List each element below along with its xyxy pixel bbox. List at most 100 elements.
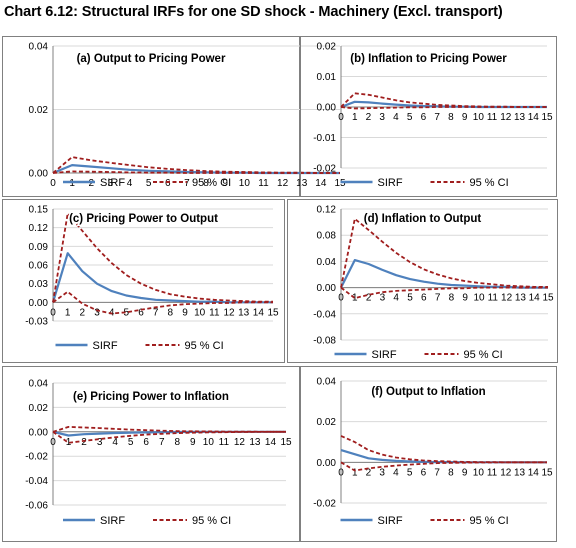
chart-c-x-tick-label: 9 (182, 307, 188, 318)
chart-b-series-ci-upper (340, 92, 547, 108)
chart-d-x-tick-label: 6 (421, 293, 427, 304)
chart-f-x-tick-label: 7 (434, 467, 440, 478)
chart-e-y-tick-label: 0.02 (29, 403, 49, 414)
chart-e-x-tick-label: 11 (219, 437, 230, 448)
chart-d-series-ci-lower (340, 286, 548, 300)
chart-b-x-tick-label: 3 (379, 112, 385, 123)
chart-c-x-tick-label: 10 (194, 307, 206, 318)
chart-c-x-tick-label: 2 (80, 307, 86, 318)
chart-f-title: (f) Output to Inflation (371, 386, 485, 398)
chart-e-x-tick-label: 15 (280, 437, 292, 448)
chart-b-x-tick-label: 9 (462, 112, 468, 123)
chart-c-frame (2, 199, 285, 363)
chart-d-y-tick-label: 0.04 (317, 257, 337, 268)
chart-a-legend-label-ci: 95 % CI (192, 177, 231, 189)
chart-f-x-tick-label: 14 (528, 467, 540, 478)
chart-f-x-tick-label: 1 (352, 467, 358, 478)
chart-b-title: (b) Inflation to Pricing Power (350, 53, 507, 65)
chart-d-series-ci-upper (340, 217, 548, 288)
chart-f-x-tick-label: 13 (514, 467, 526, 478)
chart-d-x-tick-label: 8 (449, 293, 455, 304)
chart-d-y-tick-label: -0.04 (313, 309, 336, 320)
chart-d-y-tick-label: 0.12 (317, 205, 337, 216)
chart-e-x-tick-label: 10 (203, 437, 215, 448)
chart-d-x-tick-label: 4 (393, 293, 399, 304)
chart-b-x-tick-label: 10 (473, 112, 485, 123)
chart-d-title: (d) Inflation to Output (364, 213, 482, 225)
chart-e-y-tick-label: -0.06 (25, 501, 48, 512)
chart-c-x-tick-label: 13 (238, 307, 250, 318)
chart-b-y-tick-label: 0.02 (317, 42, 337, 53)
chart-f-x-tick-label: 9 (462, 467, 468, 478)
chart-e-x-tick-label: 4 (112, 437, 118, 448)
chart-a-series-ci-upper (52, 156, 340, 174)
chart-b-x-tick-label: 13 (514, 112, 526, 123)
chart-c-series-ci-lower (52, 290, 273, 315)
chart-f-y-tick-label: 0.00 (317, 458, 337, 469)
chart-b-y-tick-label: -0.01 (313, 133, 336, 144)
chart-a-x-tick-label: 5 (146, 178, 152, 189)
chart-e-y-tick-label: -0.02 (25, 452, 48, 463)
chart-e-x-tick-label: 14 (265, 437, 277, 448)
chart-f-x-tick-label: 12 (500, 467, 512, 478)
chart-d-x-tick-label: 14 (529, 293, 541, 304)
chart-a-x-tick-label: 8 (203, 178, 209, 189)
chart-a-x-tick-label: 1 (69, 178, 75, 189)
chart-e-x-tick-label: 13 (249, 437, 261, 448)
chart-c-series-ci-upper (52, 212, 273, 303)
chart-d-x-tick-label: 11 (488, 293, 499, 304)
chart-d-x-tick-label: 15 (542, 293, 554, 304)
chart-f-y-tick-label: 0.02 (317, 417, 337, 428)
chart-b-legend-label-ci: 95 % CI (470, 177, 509, 189)
page-title: Chart 6.12: Structural IRFs for one SD s… (4, 4, 503, 20)
chart-e-x-tick-label: 6 (143, 437, 149, 448)
chart-d-x-tick-label: 5 (407, 293, 413, 304)
chart-f-x-tick-label: 0 (338, 467, 344, 478)
chart-d-x-tick-label: 10 (473, 293, 485, 304)
chart-d-x-tick-label: 7 (435, 293, 441, 304)
chart-f-x-tick-label: 8 (448, 467, 454, 478)
chart-c-y-tick-label: 0.00 (29, 298, 49, 309)
chart-f-x-tick-label: 11 (487, 467, 498, 478)
chart-e-series-ci-lower (52, 430, 286, 444)
chart-e-title: (e) Pricing Power to Inflation (73, 391, 229, 403)
chart-a-y-tick-label: 0.00 (29, 169, 49, 180)
chart-a-y-tick-label: 0.04 (29, 42, 49, 53)
chart-b-x-tick-label: 7 (434, 112, 440, 123)
chart-e-legend-label-ci: 95 % CI (192, 515, 231, 527)
chart-b-x-tick-label: 2 (366, 112, 372, 123)
chart-e-x-tick-label: 3 (97, 437, 103, 448)
chart-b-legend-label-sirf: SIRF (378, 177, 403, 189)
chart-e-y-tick-label: 0.04 (29, 379, 49, 390)
chart-b-x-tick-label: 14 (528, 112, 540, 123)
chart-e-series-ci-upper (52, 425, 286, 433)
chart-e-x-tick-label: 12 (234, 437, 246, 448)
chart-c-x-tick-label: 0 (50, 307, 56, 318)
chart-d-x-tick-label: 0 (338, 293, 344, 304)
chart-d-x-tick-label: 1 (352, 293, 358, 304)
chart-c-y-tick-label: 0.06 (29, 261, 49, 272)
chart-b-x-tick-label: 0 (338, 112, 344, 123)
chart-a-series-ci-lower (52, 170, 340, 174)
chart-e-x-tick-label: 2 (81, 437, 87, 448)
chart-b-x-tick-label: 8 (448, 112, 454, 123)
chart-a-x-tick-label: 2 (88, 178, 94, 189)
chart-d-x-tick-label: 2 (366, 293, 372, 304)
chart-c-y-tick-label: -0.03 (25, 317, 48, 328)
chart-b-y-tick-label: 0.00 (317, 103, 337, 114)
chart-c-x-tick-label: 1 (65, 307, 71, 318)
chart-d-x-tick-label: 12 (501, 293, 513, 304)
chart-c-x-tick-label: 12 (223, 307, 235, 318)
chart-e-x-tick-label: 8 (174, 437, 180, 448)
chart-b-series-ci-lower (340, 106, 547, 110)
chart-e-x-tick-label: 7 (159, 437, 165, 448)
chart-c-y-tick-label: 0.12 (29, 223, 49, 234)
chart-c-x-tick-label: 3 (94, 307, 100, 318)
chart-b-series-sirf (340, 100, 547, 109)
chart-c-x-tick-label: 14 (253, 307, 265, 318)
chart-d-y-tick-label: 0.08 (317, 231, 337, 242)
chart-a-x-tick-label: 7 (184, 178, 190, 189)
chart-e-x-tick-label: 5 (128, 437, 134, 448)
chart-b-x-tick-label: 4 (393, 112, 399, 123)
chart-b-frame (300, 36, 557, 197)
